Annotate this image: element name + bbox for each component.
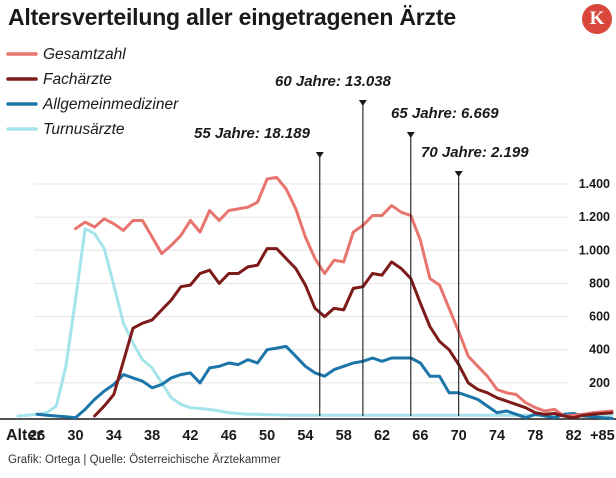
x-tick-label: 58	[336, 428, 352, 444]
annotation-label: 55 Jahre: 18.189	[194, 125, 311, 142]
annotation-label: 60 Jahre: 13.038	[275, 73, 392, 90]
series-line-turnus-rzte	[16, 227, 614, 418]
annotation-label: 65 Jahre: 6.669	[391, 105, 499, 122]
y-tick-label: 800	[589, 276, 610, 290]
x-tick-label: 46	[221, 428, 237, 444]
x-tick-label: 34	[106, 428, 122, 444]
legend: Gesamtzahl Fachärzte Allgemeinmediziner Tur…	[6, 46, 179, 138]
annotations: 55 Jahre: 18.189 60 Jahre: 13.038 65 Jahre…	[194, 73, 529, 416]
series-line-gesamtzahl	[74, 175, 614, 418]
series-line-allgemeinmediziner	[35, 344, 614, 420]
legend-label: Allgemeinmediziner	[42, 96, 179, 113]
series-group	[16, 175, 614, 420]
y-tick-label: 600	[589, 310, 610, 324]
x-tick-label: +85	[590, 428, 615, 444]
y-tick-label: 400	[589, 343, 610, 357]
x-tick-label: 54	[297, 428, 313, 444]
logo-letter: K	[589, 8, 605, 29]
y-tick-label: 1.400	[579, 177, 610, 191]
y-tick-label: 200	[589, 376, 610, 390]
source-footer: Grafik: Ortega | Quelle: Österreichische…	[8, 454, 281, 466]
x-tick-label: 66	[412, 428, 428, 444]
annotation-arrow-icon	[406, 132, 415, 138]
x-tick-label: 42	[182, 428, 198, 444]
x-tick-label: 70	[451, 428, 467, 444]
x-tick-label: 82	[566, 428, 582, 444]
annotation-arrow-icon	[358, 100, 367, 106]
annotation-arrow-icon	[315, 152, 324, 158]
annotation-label: 70 Jahre: 2.199	[421, 144, 529, 161]
x-tick-label: 26	[29, 428, 45, 444]
x-axis-label: Alter	[6, 427, 42, 444]
legend-label: Fachärzte	[43, 71, 112, 88]
annotation-arrow-icon	[454, 171, 463, 177]
x-tick-label: 30	[67, 428, 83, 444]
y-tick-label: 1.000	[579, 243, 610, 257]
kleine-zeitung-logo-icon: K	[582, 4, 612, 34]
series-line-fach-rzte	[93, 247, 614, 420]
y-tick-label: 1.200	[579, 210, 610, 224]
legend-label: Gesamtzahl	[43, 46, 126, 63]
x-tick-label: 50	[259, 428, 275, 444]
legend-label: Turnusärzte	[43, 121, 125, 138]
x-tick-label: 78	[527, 428, 543, 444]
x-tick-label: 62	[374, 428, 390, 444]
x-tick-label: 38	[144, 428, 160, 444]
chart-title: Altersverteilung aller eingetragenen Ärz…	[8, 4, 456, 30]
x-tick-label: 74	[489, 428, 505, 444]
